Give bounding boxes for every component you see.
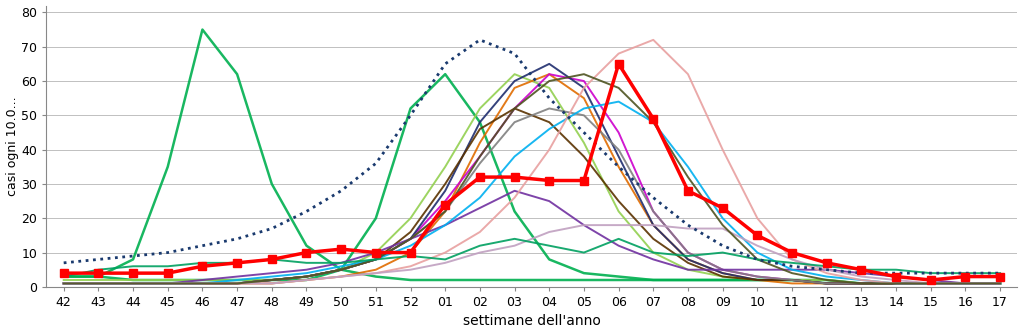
Y-axis label: casi ogni 10.0...: casi ogni 10.0... (5, 97, 18, 196)
X-axis label: settimane dell'anno: settimane dell'anno (463, 314, 601, 328)
